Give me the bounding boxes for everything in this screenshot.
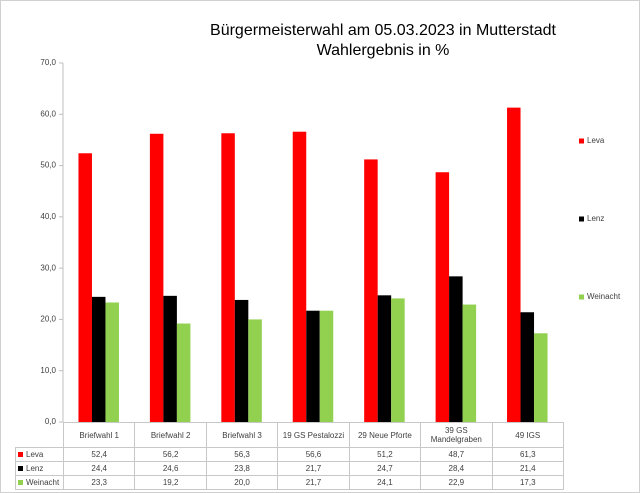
bar: [163, 295, 177, 422]
bar: [364, 159, 378, 422]
y-tick-label: 30,0: [40, 263, 56, 272]
value-cell: 21,7: [277, 461, 350, 476]
category-label: 29 Neue Pforte: [348, 422, 422, 448]
bar: [292, 131, 307, 423]
row-header: Weinacht: [15, 475, 64, 490]
y-tick-label: 10,0: [40, 366, 56, 375]
legend-label: Weinacht: [587, 292, 621, 301]
series-name: Weinacht: [26, 478, 60, 487]
table-row: Leva 52,4 56,2 56,3 56,6 51,2 48,7 61,3: [15, 447, 564, 462]
legend-swatch: [18, 466, 23, 471]
value-cell: 56,3: [205, 447, 279, 462]
bar: [507, 107, 521, 423]
value-cell: 28,4: [420, 461, 493, 476]
value-cell: 22,9: [420, 475, 493, 490]
series-name: Lenz: [26, 464, 44, 473]
bar: [91, 296, 106, 422]
y-tick-label: 20,0: [40, 315, 56, 324]
row-header: Leva: [15, 447, 64, 462]
legend-swatch: [579, 216, 584, 222]
legend-swatch: [579, 294, 584, 300]
bar: [462, 304, 477, 422]
bar: [306, 310, 320, 422]
category-label: 39 GS Mandelgraben: [420, 422, 493, 448]
value-cell: 23,8: [205, 461, 279, 476]
value-cell: 56,6: [277, 447, 350, 462]
corner-cell: [15, 422, 64, 448]
value-cell: 21,4: [491, 461, 564, 476]
legend-label: Leva: [587, 136, 605, 145]
category-label: Briefwahl 1: [62, 422, 136, 448]
value-cell: 51,2: [348, 447, 422, 462]
row-header: Lenz: [15, 461, 64, 476]
value-cell: 19,2: [134, 475, 207, 490]
series-name: Leva: [26, 450, 44, 459]
bar: [176, 323, 191, 422]
value-cell: 24,7: [348, 461, 422, 476]
value-cell: 61,3: [491, 447, 564, 462]
value-cell: 21,7: [277, 475, 350, 490]
value-cell: 52,4: [62, 447, 136, 462]
bar: [319, 310, 334, 422]
legend-swatch: [18, 480, 23, 485]
bar: [78, 153, 92, 422]
value-cell: 24,4: [62, 461, 136, 476]
value-cell: 17,3: [491, 475, 564, 490]
value-cell: 24,1: [348, 475, 422, 490]
table-row: Lenz 24,4 24,6 23,8 21,7 24,7 28,4 21,4: [15, 461, 564, 476]
y-tick-label: 40,0: [40, 212, 56, 221]
bar: [234, 299, 249, 422]
bar: [520, 312, 535, 422]
chart-title: Bürgermeisterwahl am 05.03.2023 in Mutte…: [210, 22, 557, 39]
y-tick-label: 60,0: [40, 109, 56, 118]
bar: [391, 298, 405, 422]
table-row: Weinacht 23,3 19,2 20,0 21,7 24,1 22,9 17,3: [15, 475, 564, 490]
header-row: Briefwahl 1 Briefwahl 2 Briefwahl 3 19 GS P…: [15, 422, 564, 448]
category-label: 49 IGS: [491, 422, 564, 448]
category-label: 19 GS Pestalozzi: [277, 422, 350, 448]
bar: [149, 133, 164, 422]
bar: [534, 333, 548, 422]
bar: [435, 172, 450, 422]
legend-swatch: [18, 452, 23, 457]
bar: [221, 133, 235, 423]
legend-swatch: [579, 138, 584, 144]
bar: [105, 302, 119, 422]
y-tick-label: 0,0: [45, 417, 57, 426]
chart-subtitle: Wahlergebnis in %: [317, 42, 450, 59]
y-tick-label: 70,0: [40, 58, 56, 67]
data-table: Briefwahl 1 Briefwahl 2 Briefwahl 3 19 GS P…: [15, 422, 564, 490]
legend-label: Lenz: [587, 214, 604, 223]
value-cell: 20,0: [205, 475, 279, 490]
category-label: Briefwahl 3: [205, 422, 279, 448]
value-cell: 23,3: [62, 475, 136, 490]
value-cell: 24,6: [134, 461, 207, 476]
bar: [449, 276, 463, 422]
value-cell: 48,7: [420, 447, 493, 462]
bar: [377, 295, 392, 422]
bar: [248, 319, 262, 422]
value-cell: 56,2: [134, 447, 207, 462]
y-tick-label: 50,0: [40, 161, 56, 170]
category-label: Briefwahl 2: [134, 422, 207, 448]
